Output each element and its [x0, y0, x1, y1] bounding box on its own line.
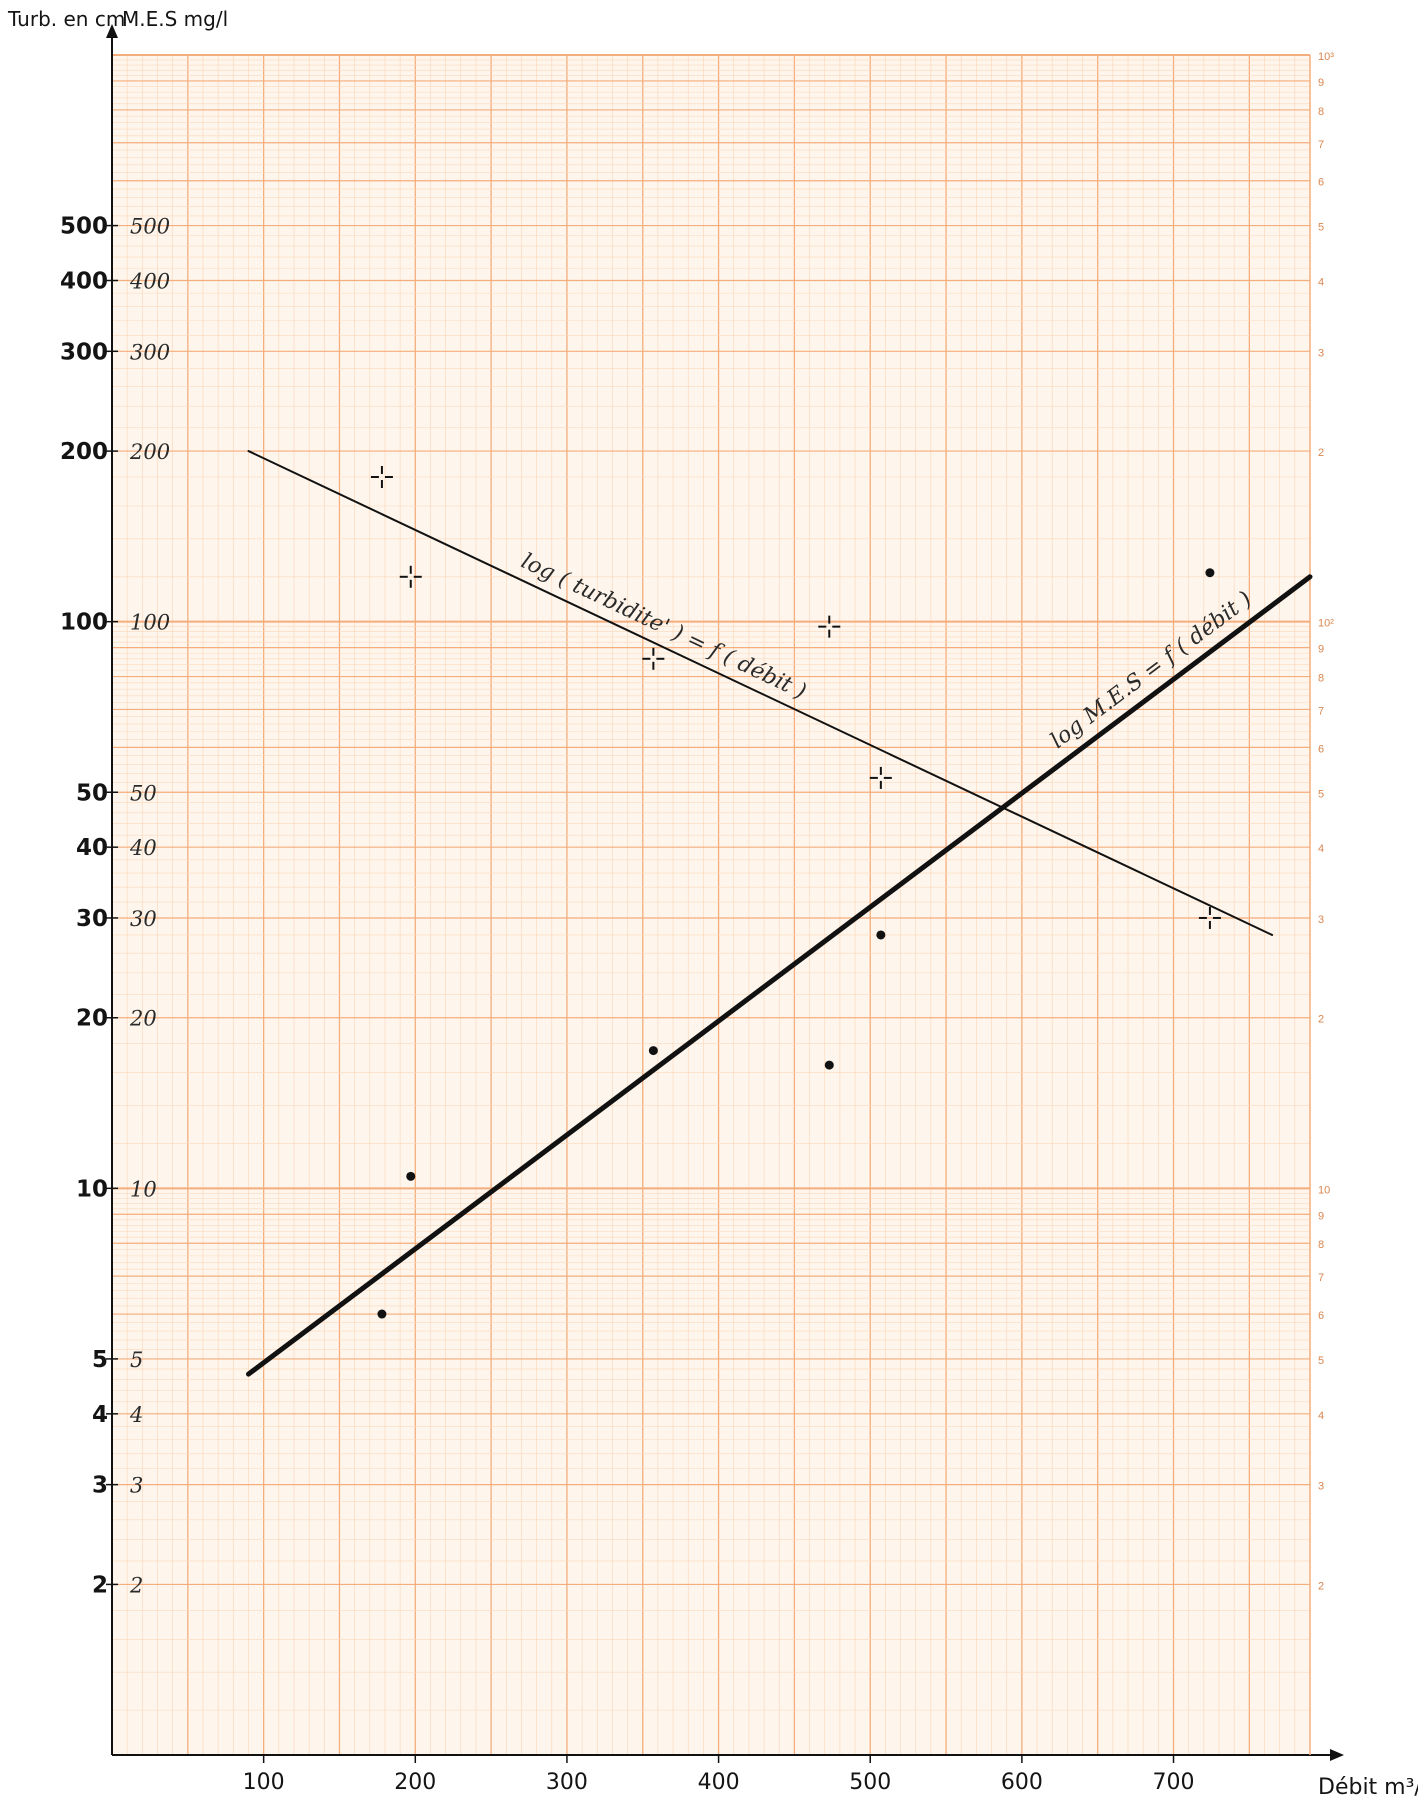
axes — [106, 24, 1344, 1761]
right-axis-tick-label: 10 — [1318, 1184, 1330, 1196]
y-tick-label-mes: 500 — [130, 215, 170, 239]
dot-marker — [648, 1046, 658, 1056]
y-tick-label-turbidity: 4 — [92, 1402, 108, 1428]
right-axis-tick-label: 4 — [1318, 843, 1324, 855]
right-axis-tick-label: 5 — [1318, 222, 1324, 234]
y-tick-label-turbidity: 10 — [76, 1176, 108, 1202]
x-axis-label: Débit m³/s — [1318, 1775, 1418, 1800]
y-tick-label-mes: 400 — [129, 269, 170, 293]
right-axis-tick-labels: 2 3 4 5 6 7 8 9 10 2 3 4 5 6 7 8 9 10² 2 3 4 5 6 7 8 9 10³ — [1318, 51, 1334, 1592]
y-tick-label-mes: 20 — [129, 1007, 157, 1031]
y-tick-label-turbidity: 40 — [76, 835, 108, 861]
x-tick-label: 200 — [394, 1770, 436, 1795]
x-tick-label: 300 — [546, 1770, 588, 1795]
y-tick-label-turbidity: 300 — [60, 339, 108, 365]
right-axis-tick-label: 5 — [1318, 1355, 1324, 1367]
y-tick-label-turbidity: 200 — [60, 439, 108, 465]
fit-lines — [245, 450, 1313, 1377]
y-tick-label-mes: 40 — [129, 836, 157, 860]
right-axis-tick-label: 2 — [1318, 1014, 1324, 1026]
dot-marker — [824, 1060, 834, 1070]
y-tick-label-turbidity: 3 — [92, 1473, 108, 1499]
cross-marker — [399, 565, 422, 588]
y-tick-label-mes: 30 — [130, 907, 157, 931]
y-tick-label-turbidity: 5 — [92, 1347, 108, 1373]
y-tick-label-mes: 10 — [130, 1177, 157, 1201]
y-tick-label-mes: 100 — [130, 611, 170, 635]
y-tick-label-mes: 5 — [130, 1348, 143, 1372]
dot-marker — [876, 930, 886, 940]
right-axis-tick-label: 3 — [1318, 347, 1324, 359]
cross-marker — [1198, 906, 1221, 929]
right-axis-tick-label: 8 — [1318, 106, 1324, 118]
right-axis-tick-label: 8 — [1318, 1239, 1324, 1251]
data-markers — [370, 466, 1221, 1319]
right-axis-tick-label: 9 — [1318, 1210, 1324, 1222]
right-axis-tick-label: 6 — [1318, 743, 1324, 755]
x-tick-label: 400 — [698, 1770, 740, 1795]
right-axis-tick-label: 4 — [1318, 276, 1324, 288]
x-tick-label: 600 — [1001, 1770, 1043, 1795]
y-tick-label-mes: 4 — [129, 1403, 143, 1427]
right-axis-tick-label: 4 — [1318, 1410, 1324, 1422]
dot-marker — [406, 1171, 416, 1181]
y-tick-label-turbidity: 400 — [60, 268, 108, 294]
x-axis-arrow — [1330, 1749, 1344, 1761]
cross-marker — [869, 766, 892, 789]
y-tick-label-mes: 3 — [130, 1474, 143, 1498]
x-tick-labels: 100 200 300 400 500 600 700 — [243, 1755, 1195, 1795]
y-tick-label-turbidity: 100 — [60, 610, 108, 636]
right-axis-tick-label: 6 — [1318, 177, 1324, 189]
y-left-inner-label: M.E.S mg/l — [122, 7, 228, 31]
y-tick-label-mes: 300 — [130, 340, 170, 364]
right-axis-tick-label: 7 — [1318, 705, 1324, 717]
y-tick-label-turbidity: 50 — [76, 780, 108, 806]
right-axis-tick-label: 9 — [1318, 77, 1324, 89]
y-tick-label-mes: 200 — [129, 440, 170, 464]
right-axis-tick-label: 7 — [1318, 139, 1324, 151]
right-axis-tick-label: 6 — [1318, 1310, 1324, 1322]
plot-area — [112, 55, 1310, 1755]
y-tick-label-turbidity: 500 — [60, 214, 108, 240]
grid — [111, 54, 1311, 1756]
cross-marker — [370, 466, 393, 489]
y-tick-label-mes: 50 — [130, 781, 157, 805]
cross-marker — [818, 615, 841, 638]
fit-line — [247, 450, 1274, 936]
x-tick-label: 500 — [849, 1770, 891, 1795]
right-axis-tick-label: 10³ — [1318, 51, 1334, 63]
right-axis-tick-label: 9 — [1318, 644, 1324, 656]
right-axis-tick-label: 3 — [1318, 1481, 1324, 1493]
right-axis-tick-label: 7 — [1318, 1272, 1324, 1284]
y-tick-label-turbidity: 30 — [76, 906, 108, 932]
y-left-outer-label: Turb. en cm — [7, 7, 125, 31]
y-tick-label-turbidity: 2 — [92, 1572, 108, 1598]
y-axis-arrow — [106, 24, 118, 38]
x-tick-label: 700 — [1153, 1770, 1195, 1795]
x-tick-label: 100 — [243, 1770, 285, 1795]
right-axis-tick-label: 2 — [1318, 1580, 1324, 1592]
y-tick-labels: 2 2 3 3 4 4 5 5 10 10 20 20 30 30 40 40 50 50 100 100 200 200… — [60, 214, 170, 1599]
y-tick-label-turbidity: 20 — [76, 1006, 108, 1032]
dot-marker — [1205, 568, 1215, 578]
right-axis-tick-label: 5 — [1318, 788, 1324, 800]
right-axis-tick-label: 8 — [1318, 673, 1324, 685]
cross-marker — [642, 647, 665, 670]
right-axis-tick-label: 10² — [1318, 618, 1334, 630]
right-axis-tick-label: 2 — [1318, 447, 1324, 459]
right-axis-tick-label: 3 — [1318, 914, 1324, 926]
y-tick-label-mes: 2 — [129, 1573, 143, 1597]
fit-line — [245, 574, 1313, 1377]
dot-marker — [377, 1309, 387, 1319]
